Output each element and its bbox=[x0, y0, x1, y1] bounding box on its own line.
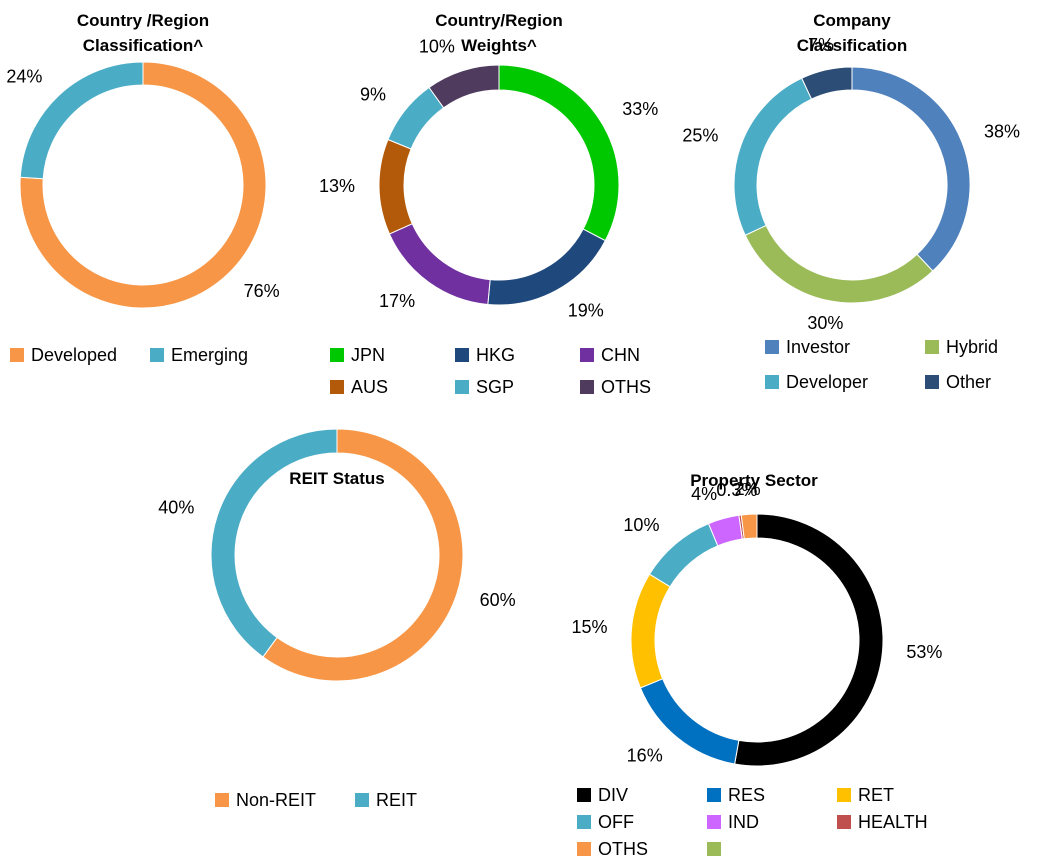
legend-label: Other bbox=[946, 372, 991, 392]
legend-swatch bbox=[707, 788, 721, 802]
data-label: 17% bbox=[379, 291, 415, 311]
legend-swatch bbox=[765, 375, 779, 389]
legend-swatch bbox=[580, 348, 594, 362]
donut-slice bbox=[210, 428, 338, 658]
donut-slice bbox=[851, 66, 971, 272]
data-label: 53% bbox=[906, 642, 942, 662]
donut-slice bbox=[498, 64, 620, 242]
data-label: 24% bbox=[6, 67, 42, 87]
donut-slice bbox=[19, 61, 267, 309]
donut-slice bbox=[734, 513, 884, 767]
chart-title: REIT Status bbox=[289, 469, 385, 488]
legend-swatch bbox=[577, 788, 591, 802]
chart-title: Company Classification bbox=[796, 11, 908, 55]
legend-label: REIT bbox=[376, 790, 417, 810]
data-label: 19% bbox=[568, 300, 604, 320]
legend-label: Emerging bbox=[171, 345, 248, 365]
data-label: 13% bbox=[319, 176, 355, 196]
data-label: 9% bbox=[360, 84, 386, 104]
donut-slice bbox=[262, 428, 464, 682]
chart-title: Country /Region Classification^ bbox=[76, 11, 210, 55]
donut-slice bbox=[733, 77, 813, 236]
data-label: 7% bbox=[808, 35, 834, 55]
legend-label: Developer bbox=[786, 372, 868, 392]
legend-swatch bbox=[10, 348, 24, 362]
data-label: 25% bbox=[682, 126, 718, 146]
legend-swatch bbox=[580, 380, 594, 394]
chart-title: Country/Region Weights^ bbox=[435, 11, 563, 55]
legend-swatch bbox=[577, 842, 591, 856]
donut-slice bbox=[630, 573, 671, 689]
donut-slice bbox=[744, 224, 934, 304]
legend-label: IND bbox=[728, 812, 759, 832]
donut-slice bbox=[378, 138, 413, 235]
legend-swatch bbox=[925, 340, 939, 354]
legend-swatch bbox=[707, 815, 721, 829]
legend-swatch bbox=[150, 348, 164, 362]
legend-label: HEALTH bbox=[858, 812, 928, 832]
legend-label: OTHS bbox=[598, 839, 648, 859]
legend-label: SGP bbox=[476, 377, 514, 397]
donut-slice bbox=[801, 66, 853, 100]
legend-swatch bbox=[925, 375, 939, 389]
legend-swatch bbox=[455, 380, 469, 394]
legend-swatch bbox=[577, 815, 591, 829]
legend-swatch bbox=[215, 793, 229, 807]
data-label: 4% bbox=[691, 484, 717, 504]
legend-swatch bbox=[330, 348, 344, 362]
legend-swatch bbox=[837, 788, 851, 802]
legend-label: RET bbox=[858, 785, 894, 805]
data-label: 40% bbox=[158, 497, 194, 517]
data-label: 16% bbox=[627, 745, 663, 765]
data-label: 60% bbox=[480, 590, 516, 610]
chart-title: Property Sector bbox=[690, 471, 818, 490]
legend-label: Non-REIT bbox=[236, 790, 316, 810]
legend-label: OFF bbox=[598, 812, 634, 832]
legend-swatch bbox=[837, 815, 851, 829]
legend-label: HKG bbox=[476, 345, 515, 365]
data-label: 10% bbox=[419, 37, 455, 57]
legend-swatch bbox=[707, 842, 721, 856]
data-label: 0.3% bbox=[716, 480, 757, 500]
legend-label: CHN bbox=[601, 345, 640, 365]
legend-label: Investor bbox=[786, 337, 850, 357]
data-label: 10% bbox=[623, 515, 659, 535]
data-label: 76% bbox=[244, 281, 280, 301]
donut-slice bbox=[428, 64, 500, 109]
legend-label: OTHS bbox=[601, 377, 651, 397]
legend-label: Hybrid bbox=[946, 337, 998, 357]
legend-swatch bbox=[765, 340, 779, 354]
donut-slice bbox=[19, 61, 144, 180]
legend-swatch bbox=[455, 348, 469, 362]
data-label: 15% bbox=[571, 617, 607, 637]
legend-label: Developed bbox=[31, 345, 117, 365]
data-label: 2% bbox=[735, 479, 761, 499]
legend-label: RES bbox=[728, 785, 765, 805]
data-label: 33% bbox=[622, 99, 658, 119]
legend-label: AUS bbox=[351, 377, 388, 397]
donut-slice bbox=[648, 523, 719, 588]
donut-slice bbox=[740, 513, 758, 540]
data-label: 30% bbox=[807, 313, 843, 333]
legend-label: DIV bbox=[598, 785, 628, 805]
legend-swatch bbox=[355, 793, 369, 807]
donut-slice bbox=[487, 228, 606, 306]
legend-label: JPN bbox=[351, 345, 385, 365]
data-label: 38% bbox=[984, 121, 1020, 141]
legend-swatch bbox=[330, 380, 344, 394]
